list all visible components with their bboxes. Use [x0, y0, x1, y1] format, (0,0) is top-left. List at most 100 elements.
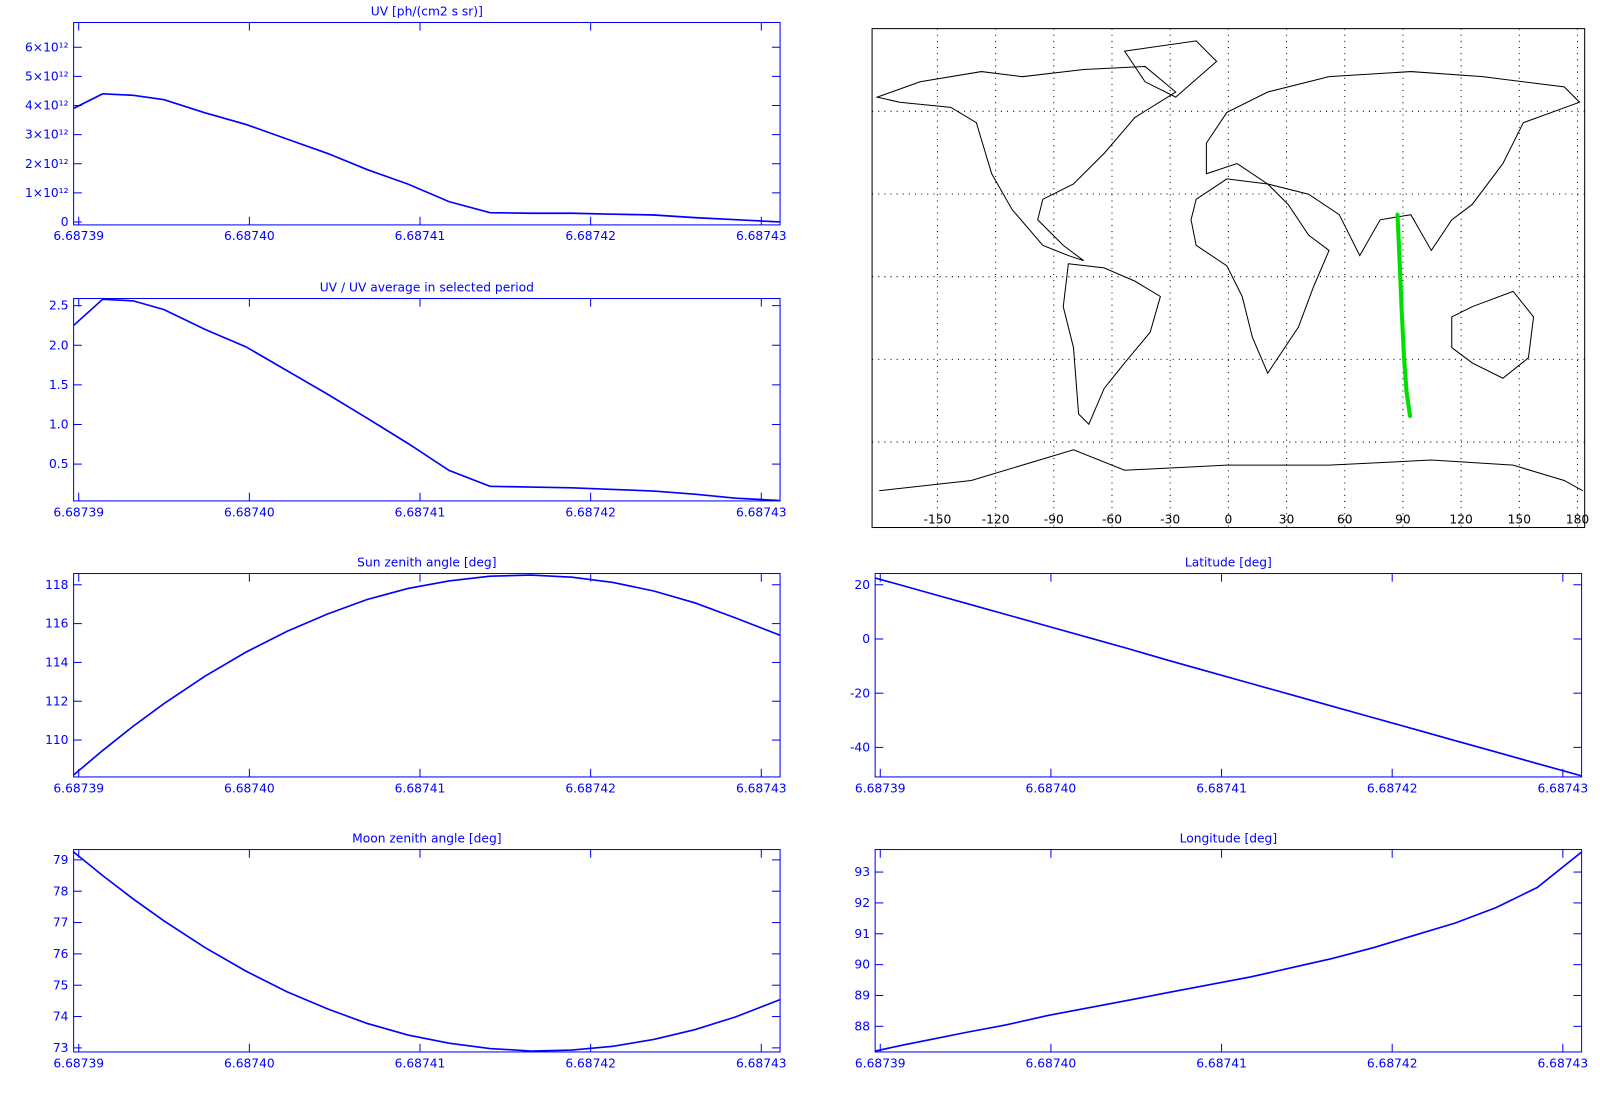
y-tick-label: 2.5: [49, 299, 68, 313]
coastline: [1062, 263, 1161, 426]
line-panel: Latitude [deg] 6.68739 6.68740 6.68741 6.687…: [850, 555, 1588, 795]
x-tick-label: 6.68740: [224, 505, 275, 519]
x-tick-label: 6.68740: [1026, 1056, 1077, 1070]
data-line: [874, 577, 1582, 777]
plot-frame: [73, 573, 781, 778]
plot-frame: [73, 21, 781, 226]
x-tick-label: 6.68739: [53, 229, 104, 243]
line-panel: UV / UV average in selected period 6.6873…: [49, 280, 787, 519]
x-tick-label: 150: [1508, 512, 1531, 526]
x-tick-label: 60: [1337, 512, 1353, 526]
y-tick-label: 112: [45, 694, 68, 708]
x-tick-label: 6.68740: [224, 781, 275, 795]
map-frame: [871, 28, 1586, 529]
data-line: [73, 574, 781, 776]
x-tick-label: 6.68742: [565, 1056, 616, 1070]
y-tick-label: 90: [854, 958, 870, 972]
y-tick-label: 2.0: [49, 338, 68, 352]
x-tick-label: 6.68740: [224, 1056, 275, 1070]
y-tick-label: 0.5: [49, 457, 68, 471]
y-tick-label: 91: [854, 927, 870, 941]
coastline: [1123, 40, 1218, 98]
data-line: [73, 298, 781, 502]
x-tick-label: -120: [982, 512, 1010, 526]
x-tick-label: 120: [1449, 512, 1472, 526]
line-panel: Longitude [deg] 6.68739 6.68740 6.68741 6.68…: [854, 831, 1588, 1070]
track-line: [1395, 212, 1413, 418]
x-tick-label: 6.68739: [53, 781, 104, 795]
y-tick-label: -40: [850, 740, 870, 754]
x-tick-label: 6.68743: [736, 229, 787, 243]
y-tick-label: -20: [850, 686, 870, 700]
y-tick-label: 0: [862, 632, 870, 646]
x-tick-label: 6.68741: [1196, 781, 1247, 795]
x-tick-label: 6.68743: [1537, 781, 1588, 795]
y-tick-label: 92: [854, 896, 870, 910]
x-tick-label: -90: [1044, 512, 1064, 526]
y-tick-label: 76: [53, 947, 69, 961]
coastline: [875, 65, 1177, 262]
x-tick-label: 6.68743: [1537, 1056, 1588, 1070]
data-line: [73, 851, 781, 1052]
x-tick-label: 6.68740: [1026, 781, 1077, 795]
x-tick-label: 6.68743: [736, 505, 787, 519]
line-panel: UV [ph/(cm2 s sr)] 6.68739 6.68740 6.68741 6…: [25, 4, 787, 243]
y-tick-label: 75: [53, 978, 69, 992]
y-tick-label: 1×10¹²: [25, 186, 69, 200]
y-tick-label: 118: [45, 578, 68, 592]
plot-frame: [874, 849, 1583, 1053]
y-tick-label: 110: [45, 733, 68, 747]
chart-title: UV / UV average in selected period: [320, 280, 534, 294]
x-tick-label: -30: [1160, 512, 1180, 526]
coastline: [879, 449, 1583, 492]
y-tick-label: 4×10¹²: [25, 99, 69, 113]
plot-frame: [73, 298, 781, 502]
coastline: [1190, 178, 1330, 375]
x-tick-label: 6.68741: [395, 781, 446, 795]
coastlines: [875, 40, 1583, 492]
y-tick-label: 89: [854, 989, 870, 1003]
chart-title: Longitude [deg]: [1180, 831, 1277, 845]
chart-title: Latitude [deg]: [1185, 555, 1272, 569]
x-tick-label: 0: [1224, 512, 1232, 526]
y-tick-label: 116: [45, 617, 69, 631]
y-tick-label: 0: [61, 215, 69, 229]
x-tick-label: 6.68739: [855, 1056, 906, 1070]
x-tick-label: 6.68741: [395, 1056, 446, 1070]
x-tick-label: 6.68739: [53, 505, 104, 519]
line-panel: Moon zenith angle [deg] 6.68739 6.68740 6.6…: [53, 831, 787, 1070]
x-tick-label: 6.68742: [565, 229, 616, 243]
x-tick-label: 30: [1279, 512, 1295, 526]
x-tick-label: 6.68742: [565, 505, 616, 519]
coastline: [1451, 290, 1535, 379]
plot-frame: [874, 573, 1583, 778]
y-tick-label: 3×10¹²: [25, 128, 69, 142]
x-tick-label: 6.68743: [736, 1056, 787, 1070]
data-line: [73, 93, 781, 223]
plot-frame: [73, 849, 781, 1053]
x-tick-label: 6.68741: [395, 505, 446, 519]
x-tick-label: 6.68741: [1196, 1056, 1247, 1070]
y-tick-label: 93: [854, 865, 870, 879]
y-tick-label: 74: [53, 1010, 69, 1024]
chart-title: Sun zenith angle [deg]: [357, 555, 496, 569]
y-tick-label: 79: [53, 853, 69, 867]
x-tick-label: 6.68741: [395, 229, 446, 243]
line-panel: Sun zenith angle [deg] 6.68739 6.68740 6.68…: [45, 555, 787, 795]
y-tick-label: 77: [53, 916, 69, 930]
x-tick-label: 6.68743: [736, 781, 787, 795]
x-tick-label: 6.68739: [53, 1056, 104, 1070]
y-tick-label: 1.5: [49, 378, 68, 392]
chart-title: Moon zenith angle [deg]: [352, 831, 501, 845]
x-tick-label: 180: [1566, 512, 1589, 526]
coastline: [1205, 71, 1581, 257]
chart-title: UV [ph/(cm2 s sr)]: [371, 4, 483, 18]
x-tick-label: 6.68740: [224, 229, 275, 243]
y-tick-label: 5×10¹²: [25, 69, 69, 83]
x-tick-label: 90: [1395, 512, 1411, 526]
map-panel: -150 -120 -90 -60 -30 0 30 60 90 120 150 180: [871, 28, 1589, 529]
x-tick-label: 6.68742: [1367, 1056, 1418, 1070]
